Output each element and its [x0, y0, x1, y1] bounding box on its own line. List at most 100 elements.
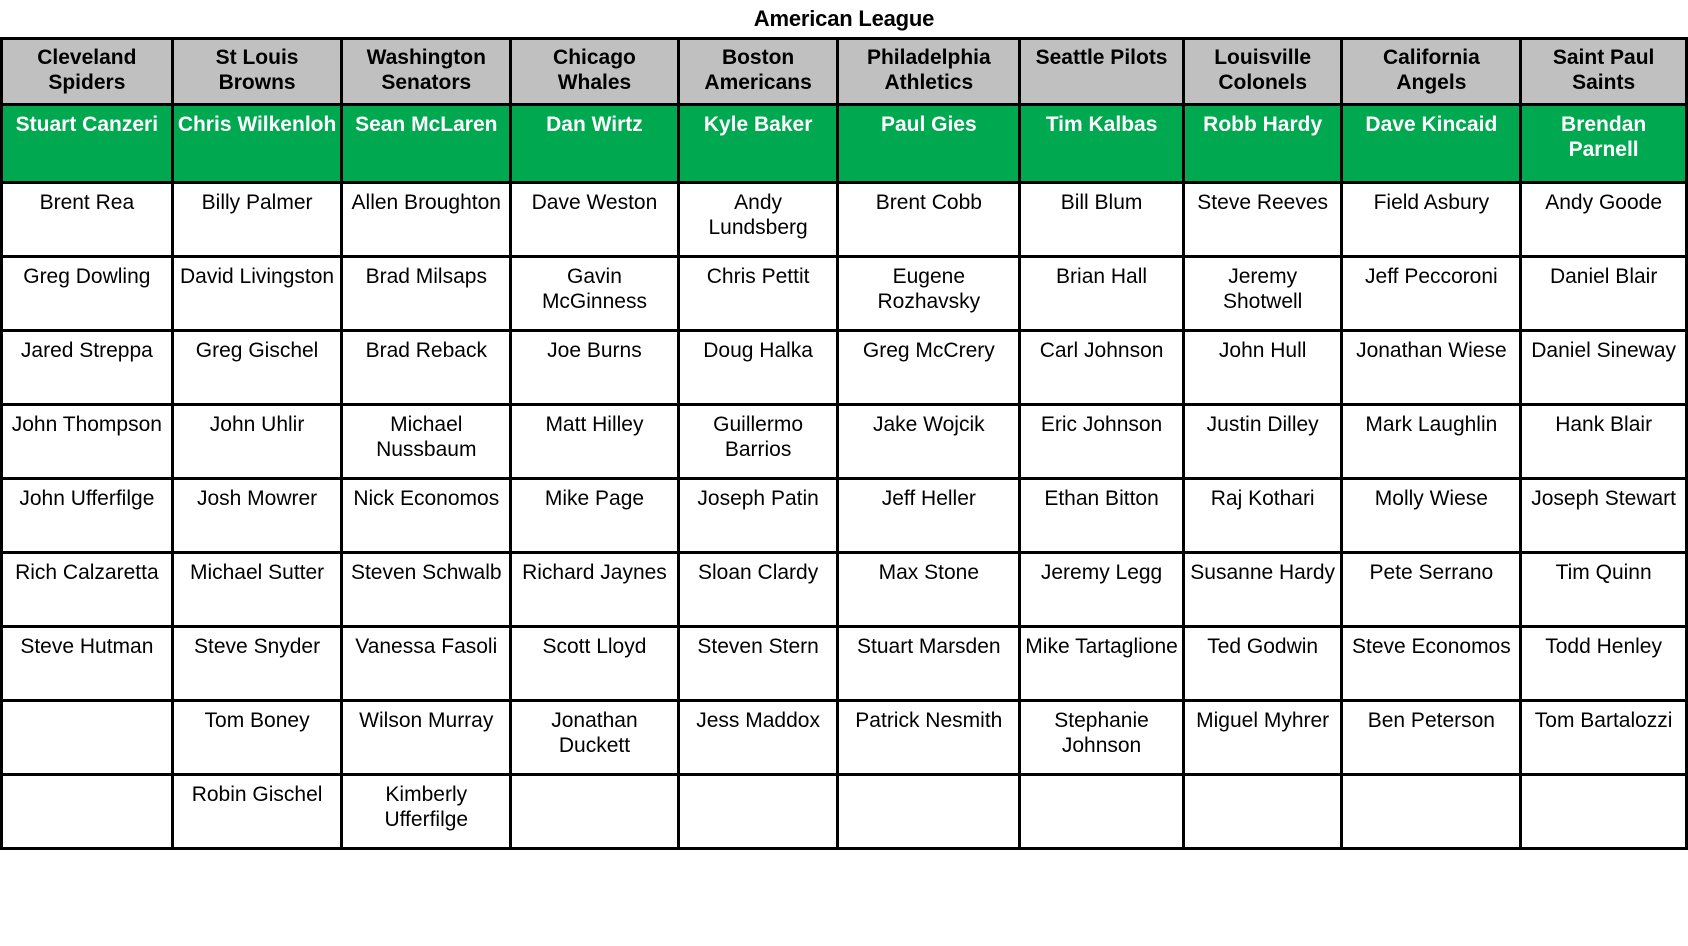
player-cell[interactable]: Jared Streppa — [0, 329, 174, 406]
player-cell[interactable]: Greg Dowling — [0, 255, 174, 332]
player-cell[interactable]: Allen Broughton — [340, 181, 513, 258]
player-cell[interactable]: Brad Reback — [340, 329, 513, 406]
player-cell[interactable]: Guillermo Barrios — [676, 403, 840, 480]
player-cell[interactable]: Vanessa Fasoli — [340, 625, 513, 702]
player-cell[interactable]: Bill Blum — [1018, 181, 1185, 258]
player-cell[interactable]: Brian Hall — [1018, 255, 1185, 332]
player-cell[interactable]: Jeremy Legg — [1018, 551, 1185, 628]
player-cell[interactable]: Todd Henley — [1519, 625, 1688, 702]
player-cell[interactable]: Steve Reeves — [1181, 181, 1344, 258]
player-cell[interactable] — [0, 699, 174, 776]
player-cell[interactable]: Sloan Clardy — [676, 551, 840, 628]
player-cell[interactable]: Stuart Marsden — [836, 625, 1022, 702]
player-cell[interactable]: Gavin McGinness — [509, 255, 680, 332]
player-cell[interactable]: Mike Tartaglione — [1018, 625, 1185, 702]
team-header-st-louis-browns[interactable]: St Louis Browns — [170, 37, 344, 106]
player-cell[interactable]: Joe Burns — [509, 329, 680, 406]
team-header-washington-senators[interactable]: Washington Senators — [340, 37, 513, 106]
player-cell[interactable]: Jeff Peccoroni — [1340, 255, 1523, 332]
player-cell[interactable] — [0, 773, 174, 850]
captain-cell[interactable]: Kyle Baker — [676, 103, 840, 184]
player-cell[interactable]: Justin Dilley — [1181, 403, 1344, 480]
player-cell[interactable]: John Thompson — [0, 403, 174, 480]
player-cell[interactable] — [1519, 773, 1688, 850]
captain-cell[interactable]: Paul Gies — [836, 103, 1022, 184]
captain-cell[interactable]: Dave Kincaid — [1340, 103, 1523, 184]
player-cell[interactable]: Matt Hilley — [509, 403, 680, 480]
captain-cell[interactable]: Stuart Canzeri — [0, 103, 174, 184]
player-cell[interactable]: Steve Hutman — [0, 625, 174, 702]
player-cell[interactable]: Stephanie Johnson — [1018, 699, 1185, 776]
player-cell[interactable]: Brent Rea — [0, 181, 174, 258]
player-cell[interactable]: Ted Godwin — [1181, 625, 1344, 702]
player-cell[interactable]: Daniel Blair — [1519, 255, 1688, 332]
player-cell[interactable]: John Ufferfilge — [0, 477, 174, 554]
player-cell[interactable]: Brad Milsaps — [340, 255, 513, 332]
player-cell[interactable]: Miguel Myhrer — [1181, 699, 1344, 776]
player-cell[interactable]: Richard Jaynes — [509, 551, 680, 628]
player-cell[interactable]: Scott Lloyd — [509, 625, 680, 702]
player-cell[interactable]: Hank Blair — [1519, 403, 1688, 480]
player-cell[interactable]: Eric Johnson — [1018, 403, 1185, 480]
player-cell[interactable]: Mike Page — [509, 477, 680, 554]
player-cell[interactable]: Billy Palmer — [170, 181, 344, 258]
player-cell[interactable]: Steven Stern — [676, 625, 840, 702]
player-cell[interactable]: Ben Peterson — [1340, 699, 1523, 776]
player-cell[interactable] — [1181, 773, 1344, 850]
player-cell[interactable]: Andy Lundsberg — [676, 181, 840, 258]
captain-cell[interactable]: Brendan Parnell — [1519, 103, 1688, 184]
player-cell[interactable] — [509, 773, 680, 850]
player-cell[interactable]: Brent Cobb — [836, 181, 1022, 258]
player-cell[interactable]: Daniel Sineway — [1519, 329, 1688, 406]
player-cell[interactable]: Steve Economos — [1340, 625, 1523, 702]
player-cell[interactable]: Jeremy Shotwell — [1181, 255, 1344, 332]
player-cell[interactable]: Joseph Patin — [676, 477, 840, 554]
team-header-saint-paul-saints[interactable]: Saint Paul Saints — [1519, 37, 1688, 106]
team-header-chicago-whales[interactable]: Chicago Whales — [509, 37, 680, 106]
player-cell[interactable]: Field Asbury — [1340, 181, 1523, 258]
captain-cell[interactable]: Chris Wilkenloh — [170, 103, 344, 184]
player-cell[interactable]: Greg McCrery — [836, 329, 1022, 406]
player-cell[interactable]: Eugene Rozhavsky — [836, 255, 1022, 332]
player-cell[interactable] — [676, 773, 840, 850]
player-cell[interactable]: Nick Economos — [340, 477, 513, 554]
player-cell[interactable]: Ethan Bitton — [1018, 477, 1185, 554]
team-header-louisville-colonels[interactable]: Louisville Colonels — [1181, 37, 1344, 106]
captain-cell[interactable]: Dan Wirtz — [509, 103, 680, 184]
player-cell[interactable]: John Hull — [1181, 329, 1344, 406]
player-cell[interactable]: Robin Gischel — [170, 773, 344, 850]
player-cell[interactable]: Doug Halka — [676, 329, 840, 406]
player-cell[interactable]: Jonathan Duckett — [509, 699, 680, 776]
player-cell[interactable]: Steve Snyder — [170, 625, 344, 702]
player-cell[interactable]: Jess Maddox — [676, 699, 840, 776]
team-header-california-angels[interactable]: California Angels — [1340, 37, 1523, 106]
captain-cell[interactable]: Sean McLaren — [340, 103, 513, 184]
player-cell[interactable]: Joseph Stewart — [1519, 477, 1688, 554]
player-cell[interactable]: Josh Mowrer — [170, 477, 344, 554]
captain-cell[interactable]: Robb Hardy — [1181, 103, 1344, 184]
player-cell[interactable]: Jake Wojcik — [836, 403, 1022, 480]
player-cell[interactable]: Mark Laughlin — [1340, 403, 1523, 480]
player-cell[interactable]: Steven Schwalb — [340, 551, 513, 628]
team-header-cleveland-spiders[interactable]: Cleveland Spiders — [0, 37, 174, 106]
player-cell[interactable]: Patrick Nesmith — [836, 699, 1022, 776]
player-cell[interactable]: John Uhlir — [170, 403, 344, 480]
player-cell[interactable]: Max Stone — [836, 551, 1022, 628]
player-cell[interactable]: Tom Bartalozzi — [1519, 699, 1688, 776]
player-cell[interactable] — [1340, 773, 1523, 850]
player-cell[interactable]: Greg Gischel — [170, 329, 344, 406]
player-cell[interactable]: David Livingston — [170, 255, 344, 332]
player-cell[interactable]: Kimberly Ufferfilge — [340, 773, 513, 850]
player-cell[interactable]: Rich Calzaretta — [0, 551, 174, 628]
player-cell[interactable]: Michael Nussbaum — [340, 403, 513, 480]
player-cell[interactable] — [836, 773, 1022, 850]
player-cell[interactable]: Susanne Hardy — [1181, 551, 1344, 628]
team-header-seattle-pilots[interactable]: Seattle Pilots — [1018, 37, 1185, 106]
player-cell[interactable] — [1018, 773, 1185, 850]
player-cell[interactable]: Raj Kothari — [1181, 477, 1344, 554]
player-cell[interactable]: Tim Quinn — [1519, 551, 1688, 628]
player-cell[interactable]: Tom Boney — [170, 699, 344, 776]
player-cell[interactable]: Jeff Heller — [836, 477, 1022, 554]
player-cell[interactable]: Dave Weston — [509, 181, 680, 258]
player-cell[interactable]: Chris Pettit — [676, 255, 840, 332]
